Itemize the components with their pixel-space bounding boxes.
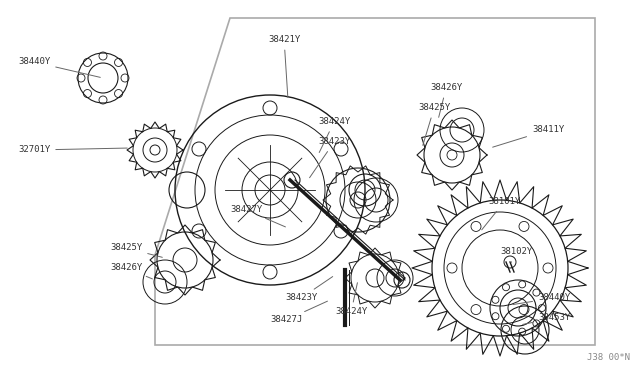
Text: 38426Y: 38426Y: [110, 263, 152, 279]
Text: 38440Y: 38440Y: [18, 58, 100, 77]
Text: 38411Y: 38411Y: [493, 125, 564, 147]
Text: 38453Y: 38453Y: [523, 314, 570, 324]
Text: 38424Y: 38424Y: [335, 283, 367, 317]
Text: J38 00*N: J38 00*N: [587, 353, 630, 362]
Text: 38102Y: 38102Y: [500, 247, 532, 263]
Text: 38425Y: 38425Y: [418, 103, 451, 145]
Text: 32701Y: 32701Y: [18, 145, 127, 154]
Text: 38424Y: 38424Y: [318, 118, 350, 153]
Text: 38440Y: 38440Y: [513, 294, 570, 305]
Text: 38426Y: 38426Y: [430, 83, 462, 117]
Text: 38425Y: 38425Y: [110, 244, 163, 257]
Text: 38423Y: 38423Y: [310, 138, 350, 178]
Text: 38427Y: 38427Y: [230, 205, 285, 227]
Text: 38423Y: 38423Y: [285, 276, 333, 302]
Text: 38427J: 38427J: [270, 301, 328, 324]
Text: 38421Y: 38421Y: [268, 35, 300, 97]
Text: 38101Y: 38101Y: [482, 198, 520, 230]
